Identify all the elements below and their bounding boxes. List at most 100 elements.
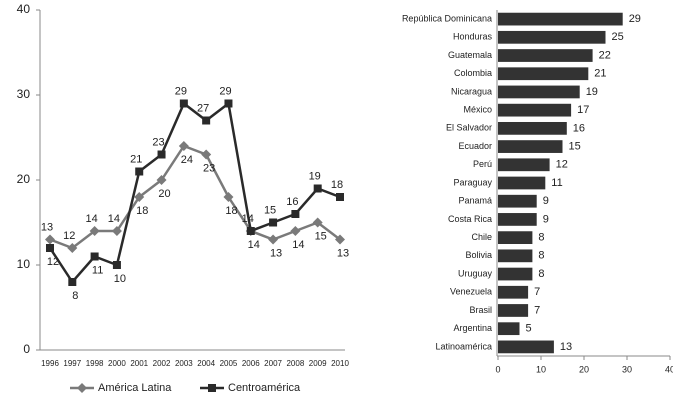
x-tick-label: 2003 xyxy=(175,359,193,368)
marker xyxy=(335,234,345,245)
x-tick-label: 2004 xyxy=(197,359,215,368)
legend-label: Centroamérica xyxy=(228,382,301,394)
bar xyxy=(498,85,580,99)
y-tick-label: El Salvador xyxy=(446,123,492,133)
x-tick-label: 2009 xyxy=(309,359,327,368)
data-label: 13 xyxy=(560,341,572,353)
data-label: 5 xyxy=(526,323,532,335)
data-label: 14 xyxy=(85,213,97,225)
bar xyxy=(498,67,589,81)
y-tick-label: Colombia xyxy=(454,68,492,78)
marker xyxy=(111,226,122,236)
data-label: 7 xyxy=(534,286,540,298)
data-label: 18 xyxy=(136,205,148,217)
bar xyxy=(498,249,533,263)
marker xyxy=(201,149,212,160)
y-tick-label: Honduras xyxy=(453,32,493,42)
data-label: 14 xyxy=(108,213,120,225)
y-tick-label: Bolivia xyxy=(465,250,492,260)
y-tick-label: República Dominicana xyxy=(402,13,492,23)
marker xyxy=(290,226,301,236)
y-tick-label: Nicaragua xyxy=(451,86,492,96)
data-label: 16 xyxy=(286,196,298,208)
data-label: 8 xyxy=(538,268,544,280)
x-tick-label: 30 xyxy=(622,364,632,374)
bar xyxy=(498,340,554,354)
bar xyxy=(498,176,546,190)
data-label: 15 xyxy=(315,230,327,242)
data-label: 8 xyxy=(538,232,544,244)
bar xyxy=(498,158,550,172)
data-label: 10 xyxy=(114,273,126,285)
x-tick-label: 2002 xyxy=(153,359,171,368)
bar xyxy=(498,140,563,153)
marker xyxy=(336,193,344,201)
marker xyxy=(178,141,189,151)
marker xyxy=(89,226,100,236)
data-label: 22 xyxy=(599,49,611,61)
y-tick-label: Venezuela xyxy=(450,287,492,297)
bar xyxy=(498,231,533,245)
marker xyxy=(134,192,145,202)
data-label: 13 xyxy=(41,221,53,233)
bar xyxy=(498,49,593,62)
marker xyxy=(67,243,78,253)
y-tick-label: Costa Rica xyxy=(448,214,492,224)
bar xyxy=(498,194,537,208)
data-label: 16 xyxy=(573,122,585,134)
data-label: 13 xyxy=(270,247,282,259)
data-label: 12 xyxy=(556,159,568,171)
y-tick-label: 10 xyxy=(17,257,31,271)
x-tick-label: 40 xyxy=(665,364,673,374)
bar xyxy=(498,213,537,226)
legend-marker xyxy=(208,384,216,392)
marker xyxy=(202,116,211,125)
marker xyxy=(313,184,322,193)
bar xyxy=(498,267,533,281)
data-label: 14 xyxy=(248,239,260,251)
marker xyxy=(223,192,234,202)
data-label: 19 xyxy=(586,86,598,98)
y-tick-label: Argentina xyxy=(453,323,492,333)
x-tick-label: 20 xyxy=(579,364,589,374)
marker xyxy=(224,99,233,108)
x-tick-label: 2007 xyxy=(264,359,282,368)
data-label: 18 xyxy=(225,205,237,217)
data-label: 19 xyxy=(309,170,321,182)
data-label: 11 xyxy=(92,264,103,276)
data-label: 14 xyxy=(292,239,304,251)
data-label: 11 xyxy=(551,177,562,189)
x-tick-label: 2000 xyxy=(108,359,126,368)
x-tick-label: 1996 xyxy=(41,359,59,368)
marker xyxy=(246,227,255,235)
y-tick-label: Perú xyxy=(473,159,492,169)
data-label: 8 xyxy=(538,250,544,262)
marker xyxy=(90,252,99,261)
data-label: 29 xyxy=(219,85,231,97)
marker xyxy=(135,167,144,176)
data-label: 29 xyxy=(629,13,641,25)
data-label: 21 xyxy=(130,153,142,165)
marker xyxy=(179,99,188,108)
bar xyxy=(498,285,529,299)
data-label: 12 xyxy=(47,256,59,268)
data-label: 9 xyxy=(543,213,549,225)
data-label: 25 xyxy=(612,31,624,43)
data-label: 15 xyxy=(264,204,276,216)
data-label: 15 xyxy=(569,140,581,152)
y-tick-label: Ecuador xyxy=(458,141,492,151)
data-label: 18 xyxy=(331,179,343,191)
data-label: 14 xyxy=(242,213,254,225)
bar xyxy=(498,12,623,26)
x-tick-label: 1998 xyxy=(86,359,104,368)
x-tick-label: 2001 xyxy=(130,359,148,368)
y-tick-label: 20 xyxy=(17,172,31,186)
marker xyxy=(312,217,323,228)
y-tick-label: Brasil xyxy=(469,305,492,315)
marker xyxy=(68,278,77,286)
x-tick-label: 1997 xyxy=(63,359,81,368)
data-label: 21 xyxy=(594,68,606,80)
marker xyxy=(157,150,166,159)
data-label: 23 xyxy=(152,136,164,148)
